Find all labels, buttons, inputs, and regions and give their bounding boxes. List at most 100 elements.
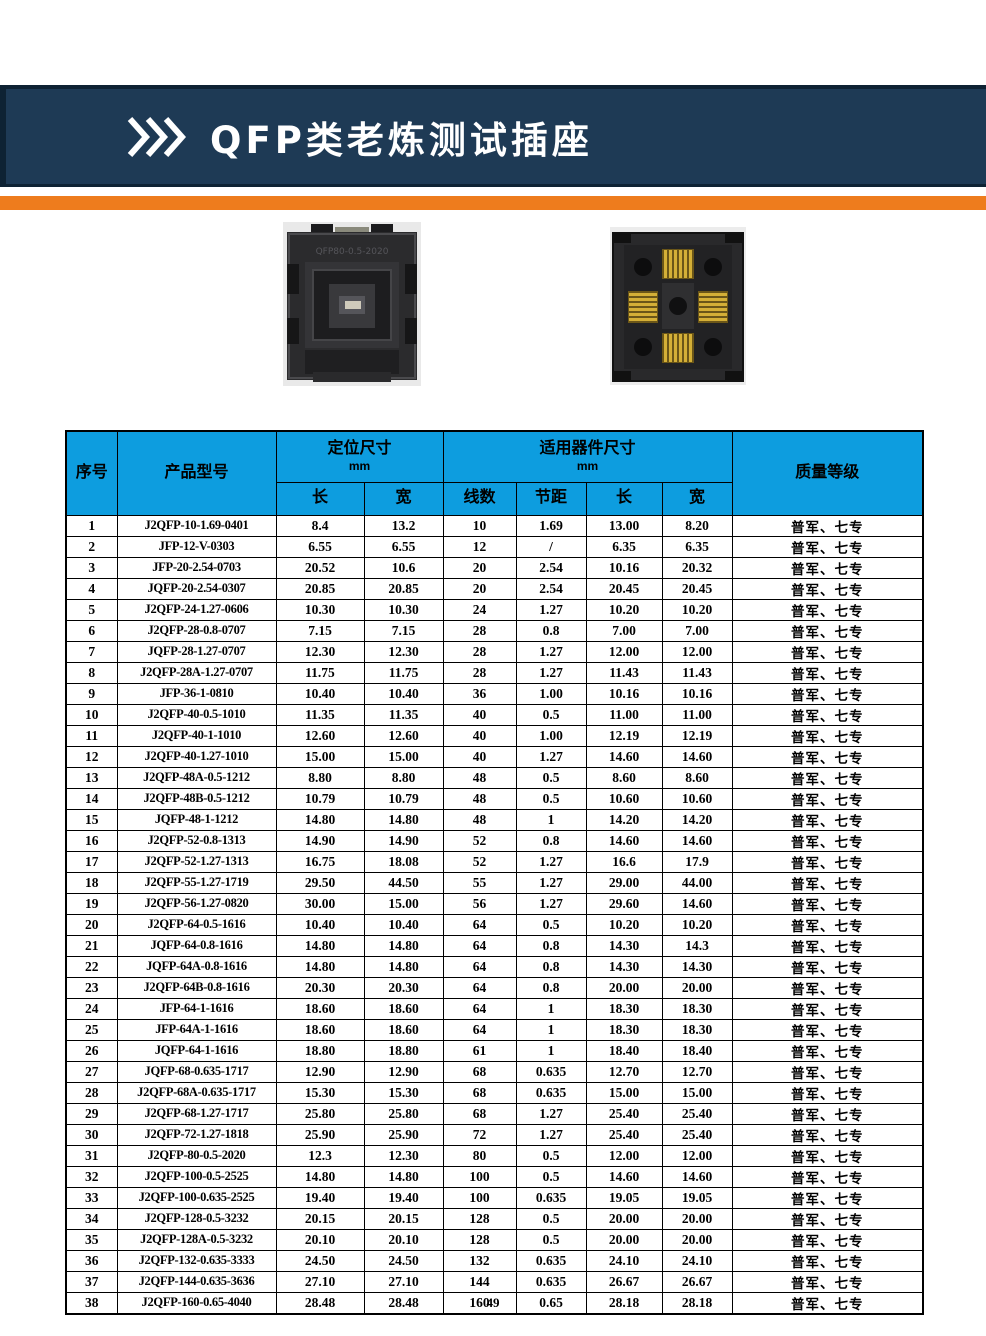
header-model: 产品型号 — [116, 430, 277, 516]
table-row: 27 JQFP-68-0.635-1717 12.90 12.90 68 0.635 12.… — [65, 1060, 924, 1083]
cell-pin-count: 128 — [442, 1228, 517, 1251]
cell-index: 24 — [65, 997, 118, 1020]
cell-grade: 普军、七专 — [731, 1228, 924, 1251]
cell-model: J2QFP-55-1.27-1719 — [116, 871, 277, 894]
cell-model: JFP-20-2.54-0703 — [116, 556, 277, 579]
table-row: 34 J2QFP-128-0.5-3232 20.15 20.15 128 0.5 20.0… — [65, 1207, 924, 1230]
cell-pin-count: 68 — [442, 1102, 517, 1125]
cell-dev-length: 6.35 — [585, 535, 663, 558]
cell-grade: 普军、七专 — [731, 598, 924, 621]
cell-grade: 普军、七专 — [731, 1060, 924, 1083]
cell-dev-length: 18.40 — [585, 1039, 663, 1062]
cell-pos-length: 19.40 — [275, 1186, 365, 1209]
cell-pos-length: 14.90 — [275, 829, 365, 852]
table-row: 29 J2QFP-68-1.27-1717 25.80 25.80 68 1.27 25.4… — [65, 1102, 924, 1125]
cell-pos-length: 12.30 — [275, 640, 365, 663]
cell-pos-width: 12.30 — [363, 1144, 444, 1167]
cell-grade: 普军、七专 — [731, 787, 924, 810]
cell-model: J2QFP-28-0.8-0707 — [116, 619, 277, 642]
cell-pos-width: 15.00 — [363, 892, 444, 915]
cell-pos-width: 20.15 — [363, 1207, 444, 1230]
cell-dev-length: 12.70 — [585, 1060, 663, 1083]
cell-pin-count: 55 — [442, 871, 517, 894]
cell-grade: 普军、七专 — [731, 808, 924, 831]
table-row: 2 JFP-12-V-0303 6.55 6.55 12/6.35 6.35 普军、七专 — [65, 535, 924, 558]
table-row: 13 J2QFP-48A-0.5-1212 8.80 8.80 48 0.5 8.60 8.6… — [65, 766, 924, 789]
table-row: 3 JFP-20-2.54-0703 20.52 10.6 20 2.54 10.16 20.… — [65, 556, 924, 579]
cell-dev-width: 14.20 — [661, 808, 733, 831]
cell-dev-length: 7.00 — [585, 619, 663, 642]
cell-pos-length: 14.80 — [275, 955, 365, 978]
cell-pos-width: 15.30 — [363, 1081, 444, 1104]
cell-model: J2QFP-24-1.27-0606 — [116, 598, 277, 621]
table-header: 序号 产品型号 定位尺寸 mm 适用器件尺寸 mm 质量等级 长 宽 线数 节距… — [65, 430, 924, 516]
table-row: 15 JQFP-48-1-1212 14.80 14.80 48 1 14.20 14.20 普… — [65, 808, 924, 831]
cell-index: 9 — [65, 682, 118, 705]
cell-pin-count: 144 — [442, 1270, 517, 1293]
cell-dev-width: 25.40 — [661, 1123, 733, 1146]
cell-pitch: 0.5 — [515, 1207, 587, 1230]
cell-model: JQFP-64-0.8-1616 — [116, 934, 277, 957]
subheader-pos-width: 宽 — [363, 481, 444, 516]
cell-grade: 普军、七专 — [731, 1018, 924, 1041]
header-positioning-label: 定位尺寸 — [327, 440, 392, 458]
cell-pos-length: 11.75 — [275, 661, 365, 684]
cell-pitch: 1.27 — [515, 871, 587, 894]
cell-index: 17 — [65, 850, 118, 873]
table-row: 24 JFP-64-1-1616 18.60 18.60 64 1 18.30 18.30 普军… — [65, 997, 924, 1020]
table-row: 5 J2QFP-24-1.27-0606 10.30 10.30 24 1.27 10.20… — [65, 598, 924, 621]
cell-dev-width: 14.60 — [661, 829, 733, 852]
cell-pitch: 1.69 — [515, 514, 587, 537]
cell-dev-width: 12.19 — [661, 724, 733, 747]
cell-pitch: 0.635 — [515, 1270, 587, 1293]
table-row: 35 J2QFP-128A-0.5-3232 20.10 20.10 128 0.5 20.… — [65, 1228, 924, 1251]
cell-grade: 普军、七专 — [731, 1249, 924, 1272]
cell-dev-length: 25.40 — [585, 1123, 663, 1146]
table-row: 36 J2QFP-132-0.635-3333 24.50 24.50 132 0.635… — [65, 1249, 924, 1272]
cell-dev-width: 26.67 — [661, 1270, 733, 1293]
cell-index: 25 — [65, 1018, 118, 1041]
cell-pin-count: 12 — [442, 535, 517, 558]
cell-grade: 普军、七专 — [731, 1291, 924, 1314]
table-row: 31 J2QFP-80-0.5-2020 12.3 12.30 80 0.5 12.00 12… — [65, 1144, 924, 1167]
cell-pin-count: 64 — [442, 913, 517, 936]
cell-pin-count: 48 — [442, 787, 517, 810]
cell-pos-length: 25.80 — [275, 1102, 365, 1125]
cell-dev-length: 18.30 — [585, 997, 663, 1020]
cell-pitch: 1 — [515, 1039, 587, 1062]
cell-pos-length: 18.80 — [275, 1039, 365, 1062]
cell-pos-length: 12.60 — [275, 724, 365, 747]
table-row: 6 J2QFP-28-0.8-0707 7.15 7.15 28 0.8 7.00 7.00 普… — [65, 619, 924, 642]
cell-pin-count: 52 — [442, 850, 517, 873]
cell-dev-length: 16.6 — [585, 850, 663, 873]
cell-dev-length: 14.60 — [585, 745, 663, 768]
cell-pos-length: 20.30 — [275, 976, 365, 999]
cell-dev-length: 14.60 — [585, 829, 663, 852]
cell-index: 3 — [65, 556, 118, 579]
cell-dev-length: 13.00 — [585, 514, 663, 537]
cell-dev-length: 10.60 — [585, 787, 663, 810]
cell-grade: 普军、七专 — [731, 703, 924, 726]
cell-pin-count: 64 — [442, 955, 517, 978]
cell-dev-length: 10.16 — [585, 682, 663, 705]
cell-dev-length: 20.45 — [585, 577, 663, 600]
cell-pin-count: 36 — [442, 682, 517, 705]
table-row: 33 J2QFP-100-0.635-2525 19.40 19.40 100 0.635… — [65, 1186, 924, 1209]
cell-model: JQFP-68-0.635-1717 — [116, 1060, 277, 1083]
cell-pin-count: 80 — [442, 1144, 517, 1167]
cell-dev-width: 10.20 — [661, 598, 733, 621]
cell-index: 28 — [65, 1081, 118, 1104]
cell-pitch: 2.54 — [515, 556, 587, 579]
table-row: 19 J2QFP-56-1.27-0820 30.00 15.00 56 1.27 29.6… — [65, 892, 924, 915]
header-device-unit: mm — [576, 458, 599, 473]
cell-pos-width: 44.50 — [363, 871, 444, 894]
cell-model: J2QFP-128A-0.5-3232 — [116, 1228, 277, 1251]
cell-model: J2QFP-128-0.5-3232 — [116, 1207, 277, 1230]
gold-pins-top — [662, 249, 694, 279]
cell-dev-width: 25.40 — [661, 1102, 733, 1125]
cell-pos-length: 7.15 — [275, 619, 365, 642]
cell-pin-count: 40 — [442, 745, 517, 768]
cell-grade: 普军、七专 — [731, 556, 924, 579]
cell-pos-width: 18.60 — [363, 1018, 444, 1041]
cell-dev-width: 19.05 — [661, 1186, 733, 1209]
